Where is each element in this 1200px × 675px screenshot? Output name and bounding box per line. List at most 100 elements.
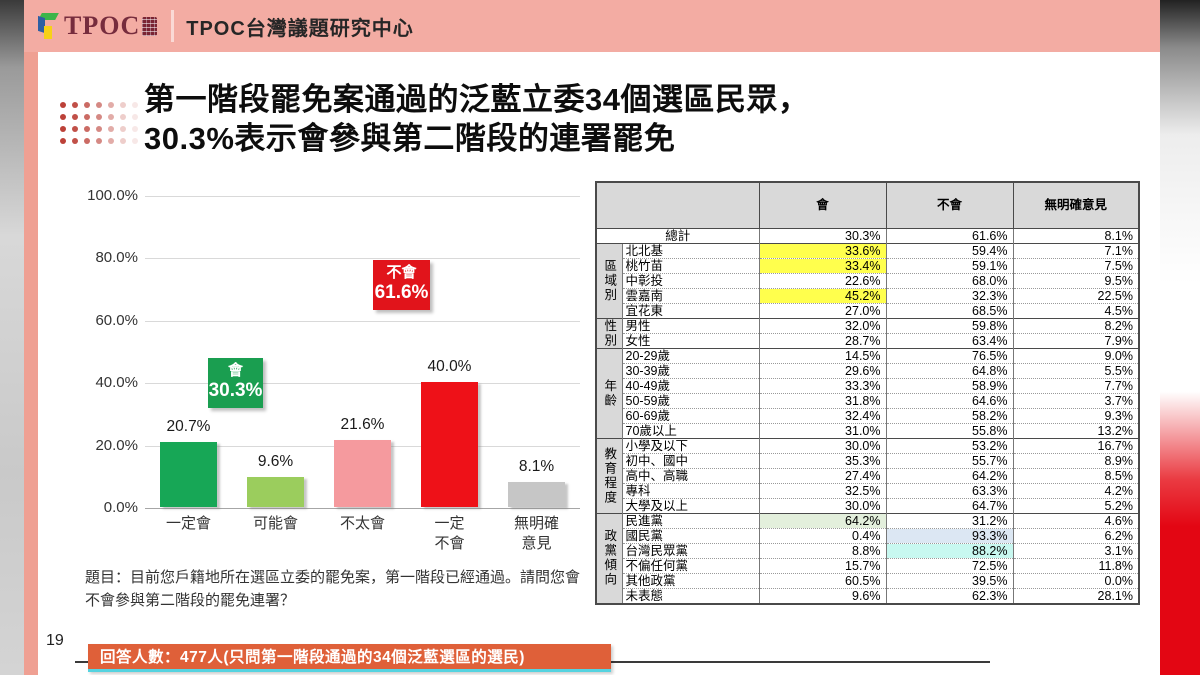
dot: [96, 102, 102, 108]
survey-question-text: 題目：目前您戶籍地所在選區立委的罷免案，第一階段已經通過。請問您會不會參與第二階…: [85, 569, 581, 609]
tpoc-logo: TPOC: [36, 10, 158, 42]
table-cell: 59.1%: [885, 257, 1013, 273]
table-row-label: 宜花東: [621, 302, 759, 318]
dots-decoration: [60, 102, 146, 150]
dot: [132, 138, 138, 144]
table-cell: 11.8%: [1012, 557, 1139, 573]
dot: [84, 114, 90, 120]
table-row: 年齡 20-29歲 14.5% 76.5% 9.0%: [595, 347, 1139, 438]
dot: [84, 102, 90, 108]
table-cell: 8.1%: [1012, 227, 1139, 243]
table-cell: 28.1%: [1012, 587, 1139, 604]
table-cell: 15.7%: [758, 557, 886, 573]
table-row-label: 其他政黨: [621, 572, 759, 588]
table-row: 高中、高職 27.4% 64.2% 8.5%: [596, 467, 1139, 483]
table-row: 國民黨 0.4% 93.3% 6.2%: [596, 527, 1139, 543]
gridline: [145, 383, 580, 385]
dot: [84, 138, 90, 144]
slide-surface: 第一階段罷免案通過的泛藍立委34個選區民眾， 30.3%表示會參與第二階段的連署…: [38, 52, 1160, 675]
table-cell: 32.3%: [885, 287, 1013, 303]
dot: [108, 126, 114, 132]
table-cell: 4.2%: [1012, 482, 1139, 498]
bar-value-label: 20.7%: [166, 418, 211, 436]
table-cell: 31.0%: [758, 422, 886, 438]
table-row: 總計 30.3% 61.6% 8.1%: [595, 227, 1139, 243]
table-cell: 30.0%: [758, 497, 886, 513]
slide-title-line1: 第一階段罷免案通過的泛藍立委34個選區民眾，: [144, 82, 810, 117]
dot: [60, 114, 66, 120]
table-cell: 8.9%: [1012, 452, 1139, 468]
crosstab-header: 會不會 無明確意見: [595, 181, 1140, 229]
table-row: 區域別 北北基 33.6% 59.4% 7.1%: [595, 242, 1139, 318]
table-cell: 55.8%: [885, 422, 1013, 438]
table-cell: 61.6%: [885, 227, 1013, 243]
dot: [120, 126, 126, 132]
table-row: 60-69歲 32.4% 58.2% 9.3%: [596, 407, 1139, 423]
respondent-count-banner: 回答人數：477人(只問第一階段通過的34個泛藍選區的選民): [88, 644, 611, 672]
table-group-label: 年齡: [595, 347, 622, 438]
table-row: 台灣民眾黨 8.8% 88.2% 3.1%: [596, 542, 1139, 558]
x-axis-label: 無明確 意見: [513, 515, 559, 552]
table-cell: 72.5%: [885, 557, 1013, 573]
table-row-label: 高中、高職: [621, 467, 759, 483]
dot: [108, 102, 114, 108]
table-row-label: 民進黨: [621, 512, 759, 528]
y-axis-label: 60.0%: [95, 311, 138, 329]
table-cell: 4.6%: [1012, 512, 1139, 528]
table-row-label: 30-39歲: [621, 362, 759, 378]
table-column-header: 會: [758, 181, 887, 229]
table-cell: 76.5%: [885, 347, 1013, 363]
table-cell: 30.3%: [758, 227, 886, 243]
table-row-label: 20-29歲: [621, 347, 759, 363]
table-cell: 58.9%: [885, 377, 1013, 393]
table-cell: 30.0%: [758, 437, 886, 453]
chart-plot-area: 20.7% 9.6% 21.6% 40.0% 8.1% 會 30.3% 不會 61.6%: [145, 196, 580, 509]
table-cell: 8.8%: [758, 542, 886, 558]
bar-value-label: 8.1%: [518, 457, 555, 475]
table-cell: 55.7%: [885, 452, 1013, 468]
table-row-label: 女性: [621, 332, 759, 348]
table-group-label: 性別: [595, 317, 622, 348]
table-cell: 64.8%: [885, 362, 1013, 378]
table-cell: 7.9%: [1012, 332, 1139, 348]
table-cell: 9.5%: [1012, 272, 1139, 288]
table-cell: 0.0%: [1012, 572, 1139, 588]
table-cell: 27.0%: [758, 302, 886, 318]
slide-title: 第一階段罷免案通過的泛藍立委34個選區民眾， 30.3%表示會參與第二階段的連署…: [144, 80, 1144, 158]
page-left-gradient-strip: [0, 0, 24, 675]
y-axis-label: 0.0%: [103, 499, 138, 516]
table-row: 大學及以上 30.0% 64.7% 5.2%: [596, 497, 1139, 513]
table-row-label: 北北基: [621, 242, 759, 258]
table-row: 女性 28.7% 63.4% 7.9%: [596, 332, 1139, 348]
bar: [334, 439, 391, 507]
y-axis-label: 100.0%: [87, 187, 138, 204]
bar: [421, 382, 478, 507]
table-cell: 28.7%: [758, 332, 886, 348]
table-cell: 22.6%: [758, 272, 886, 288]
dot: [60, 126, 66, 132]
table-cell: 68.0%: [885, 272, 1013, 288]
table-cell: 64.6%: [885, 392, 1013, 408]
dot: [96, 114, 102, 120]
dot: [120, 114, 126, 120]
table-cell: 59.8%: [885, 317, 1013, 333]
table-row: 宜花東 27.0% 68.5% 4.5%: [596, 302, 1139, 318]
table-cell: 9.3%: [1012, 407, 1139, 423]
table-cell: 64.2%: [758, 512, 886, 528]
table-cell: 64.2%: [885, 467, 1013, 483]
annotation-will: 會 30.3%: [208, 358, 263, 408]
table-cell: 5.2%: [1012, 497, 1139, 513]
table-cell: 59.4%: [885, 242, 1013, 258]
header-title: TPOC台灣議題研究中心: [186, 17, 414, 40]
table-cell: 88.2%: [885, 542, 1013, 558]
dot: [72, 102, 78, 108]
bar-value-label: 40.0%: [427, 358, 472, 376]
table-cell: 58.2%: [885, 407, 1013, 423]
table-row-label: 桃竹苗: [621, 257, 759, 273]
gridline: [145, 258, 580, 260]
dot: [132, 114, 138, 120]
slide-title-line2: 30.3%表示會參與第二階段的連署罷免: [144, 121, 676, 156]
dot: [72, 114, 78, 120]
table-row: 專科 32.5% 63.3% 4.2%: [596, 482, 1139, 498]
dot: [96, 126, 102, 132]
